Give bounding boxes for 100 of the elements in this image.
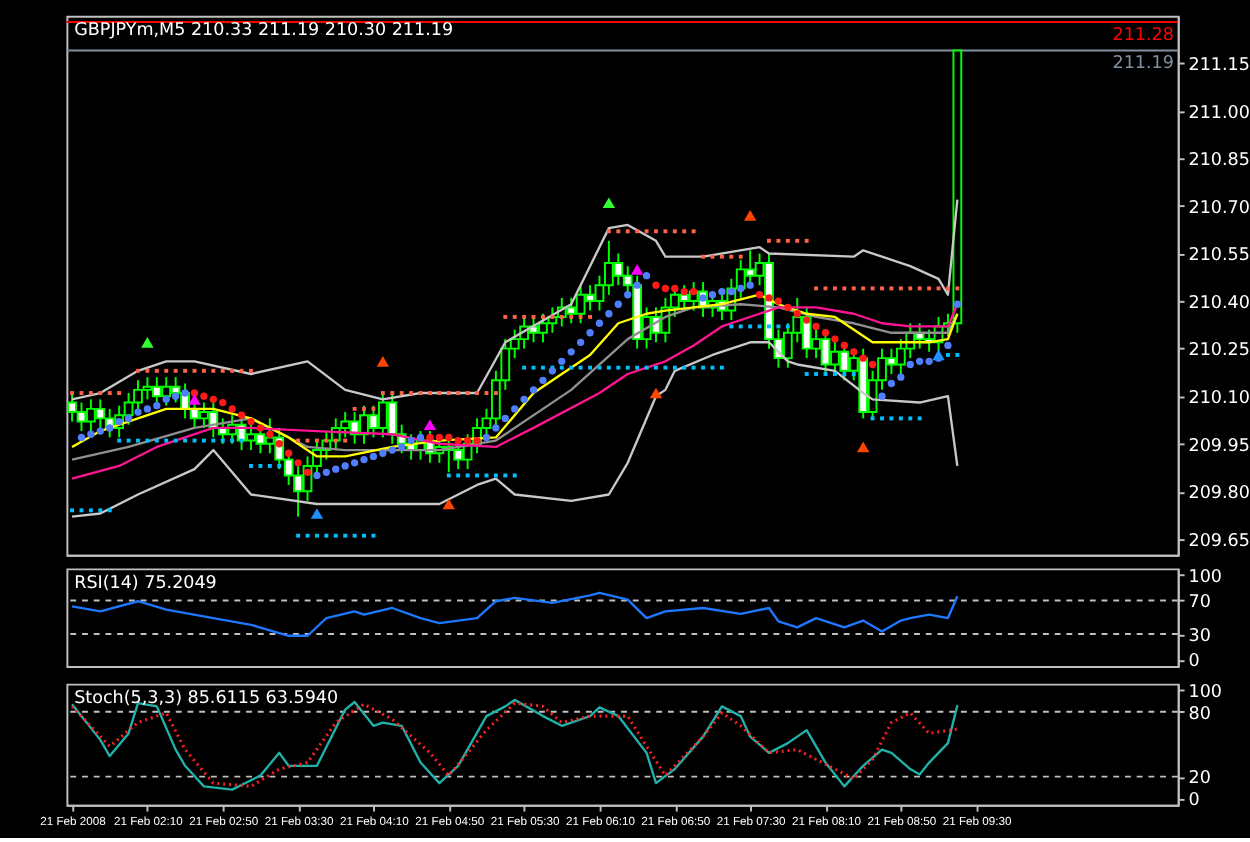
point	[868, 360, 877, 369]
y-tick-label: 209.65	[1188, 531, 1250, 552]
point	[529, 386, 538, 394]
point	[141, 336, 154, 348]
chart-title: Stoch(5,3,3) 85.6115 63.5940	[74, 689, 339, 710]
point	[332, 465, 340, 473]
point	[237, 411, 246, 419]
point	[906, 360, 914, 369]
point	[143, 405, 152, 413]
ref-line-label: 211.28	[1112, 25, 1174, 46]
y-tick-label: 209.80	[1188, 484, 1250, 505]
point	[369, 452, 378, 461]
point	[275, 440, 283, 448]
point	[649, 387, 663, 399]
point	[77, 433, 86, 442]
point	[442, 498, 455, 510]
point	[435, 433, 444, 442]
point	[718, 287, 726, 296]
y-tick-label: 211.00	[1188, 103, 1250, 124]
point	[162, 395, 170, 404]
point	[360, 455, 368, 464]
point	[407, 436, 415, 445]
point	[624, 291, 632, 299]
point	[784, 303, 792, 312]
point	[595, 319, 604, 327]
y-tick-label: 210.85	[1188, 151, 1250, 172]
chart-title: GBPJPYm,M5 210.33 211.19 210.30 211.19	[74, 21, 454, 42]
point	[322, 468, 330, 476]
point	[661, 284, 670, 293]
point	[642, 272, 651, 280]
point	[209, 395, 217, 404]
point	[200, 392, 208, 400]
point	[803, 316, 811, 324]
point	[463, 436, 472, 445]
point	[567, 348, 575, 356]
point	[605, 310, 613, 318]
point	[492, 424, 500, 432]
point	[576, 338, 585, 346]
point	[708, 291, 717, 299]
point	[755, 291, 764, 299]
y-tick-label: 210.10	[1188, 389, 1250, 410]
point	[188, 394, 201, 405]
y-tick-label: 100	[1188, 567, 1222, 588]
y-tick-label: 20	[1188, 769, 1211, 790]
point	[416, 433, 425, 442]
point	[445, 433, 453, 442]
point	[737, 284, 745, 293]
point	[501, 414, 509, 423]
point	[850, 348, 858, 356]
point	[482, 433, 491, 442]
point	[878, 392, 886, 400]
point	[134, 408, 142, 416]
point	[821, 329, 830, 337]
point	[633, 281, 641, 289]
point	[897, 373, 905, 381]
point	[689, 287, 698, 296]
y-tick-label: 210.40	[1188, 293, 1250, 314]
point	[228, 405, 236, 413]
point	[857, 441, 870, 453]
point	[511, 405, 519, 413]
point	[812, 322, 820, 331]
y-tick-label: 210.25	[1188, 341, 1250, 362]
point	[727, 287, 735, 296]
point	[376, 355, 390, 367]
point	[423, 419, 437, 431]
point	[887, 379, 896, 388]
y-tick-label: 0	[1188, 652, 1200, 673]
point	[548, 367, 557, 375]
point	[454, 436, 462, 445]
point	[743, 210, 757, 221]
point	[925, 357, 933, 365]
point	[398, 443, 406, 451]
point	[614, 300, 622, 308]
point	[793, 310, 801, 318]
point	[341, 462, 349, 470]
point	[746, 281, 754, 289]
point	[558, 357, 566, 365]
y-tick-label: 30	[1188, 626, 1211, 647]
point	[859, 354, 867, 362]
y-tick-label: 70	[1188, 593, 1211, 614]
y-tick-label: 211.15	[1188, 56, 1250, 77]
point	[831, 335, 839, 343]
point	[602, 197, 616, 209]
point	[285, 449, 293, 457]
point	[153, 402, 161, 410]
point	[350, 459, 359, 467]
point	[388, 446, 396, 454]
point	[840, 341, 848, 350]
point	[124, 414, 133, 423]
y-tick-label: 210.55	[1188, 246, 1250, 267]
point	[680, 287, 688, 296]
point	[247, 417, 255, 426]
point	[426, 433, 434, 442]
point	[87, 430, 95, 438]
chart-title: RSI(14) 75.2049	[74, 573, 217, 594]
point	[765, 294, 773, 302]
y-tick-label: 80	[1188, 704, 1211, 725]
ref-line-label: 211.19	[1112, 54, 1174, 75]
point	[520, 395, 528, 404]
point	[671, 284, 679, 293]
